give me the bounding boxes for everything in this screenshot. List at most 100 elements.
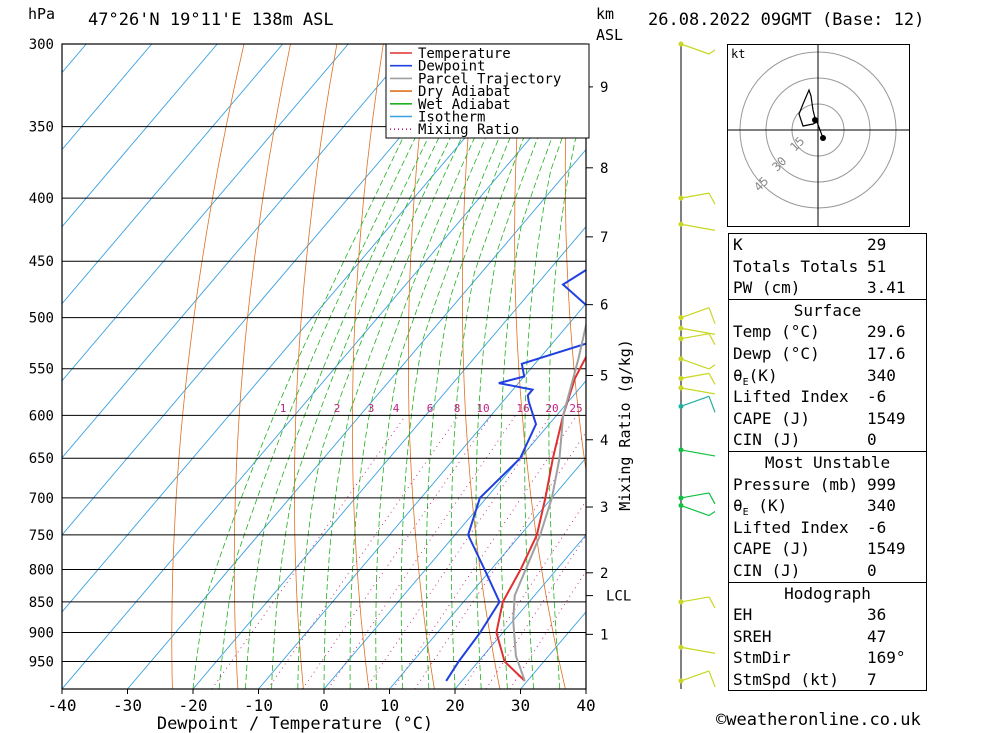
wind-barb xyxy=(708,596,716,609)
x-tick-label: 30 xyxy=(511,696,530,715)
isotherm-line xyxy=(62,44,415,459)
km-tick-label: 6 xyxy=(600,298,608,314)
mu-cin: CIN (J) 0 xyxy=(733,560,877,580)
wind-level-marker xyxy=(678,41,684,47)
wind-barb xyxy=(708,396,716,413)
mixing-ratio-axis-label: Mixing Ratio (g/kg) xyxy=(616,339,634,511)
legend-entry: Wet Adiabat xyxy=(418,97,511,113)
y-tick-label: 500 xyxy=(29,311,54,327)
wet-adiabat-line xyxy=(271,44,485,689)
mixing-ratio-label: 8 xyxy=(454,402,461,415)
km-tick-label: 2 xyxy=(600,566,608,582)
mixing-ratio-line xyxy=(267,415,460,689)
wind-barb xyxy=(708,228,716,231)
y-tick-label: 400 xyxy=(29,191,54,207)
isotherm-line xyxy=(62,44,284,305)
index-row-pw: PW (cm) 3.41 xyxy=(733,278,906,298)
wind-barb xyxy=(680,223,710,230)
indices-panel: K 29 Totals Totals 51 PW (cm) 3.41 Surface … xyxy=(728,233,927,692)
wind-level-marker xyxy=(678,447,684,453)
isotherm-line xyxy=(62,44,153,151)
mixing-ratio-label: 10 xyxy=(476,402,489,415)
km-tick-label: 5 xyxy=(600,368,608,384)
wind-barb xyxy=(680,327,710,334)
wind-barb xyxy=(708,333,716,345)
mu-title: Most Unstable xyxy=(764,452,891,472)
mixing-ratio-line xyxy=(462,500,586,689)
wind-barb xyxy=(680,307,710,319)
wet-adiabat-line xyxy=(323,44,507,689)
dry-adiabat-line xyxy=(171,44,245,689)
isotherm-line xyxy=(192,225,586,689)
wind-barb xyxy=(680,596,710,603)
parcel-trajectory-line xyxy=(512,320,586,682)
wet-adiabat-line xyxy=(349,44,520,689)
legend-entry: Isotherm xyxy=(418,110,485,126)
hodo-eh: EH 36 xyxy=(733,605,887,625)
wind-barb xyxy=(680,395,710,407)
isotherm-line xyxy=(323,380,586,689)
x-tick-label: 20 xyxy=(445,696,464,715)
mixing-ratio-label: 25 xyxy=(569,402,582,415)
hodograph: kt 15 30 45 xyxy=(727,44,910,227)
surface-cape: CAPE (J) 1549 xyxy=(733,408,906,428)
mixing-ratio-label: 1 xyxy=(280,402,287,415)
wind-barb xyxy=(680,358,710,370)
legend-box xyxy=(385,43,590,139)
y-tick-label: 550 xyxy=(29,362,54,378)
mixing-ratio-label: 20 xyxy=(545,402,558,415)
storm-motion-point xyxy=(820,135,826,141)
wind-barb xyxy=(680,670,710,682)
wind-barb xyxy=(680,449,710,456)
wind-level-marker xyxy=(678,678,684,684)
pressure-unit-label: hPa xyxy=(28,5,56,23)
y-tick-label: 350 xyxy=(29,120,54,136)
x-axis-label: Dewpoint / Temperature (°C) xyxy=(157,714,433,733)
km-tick-label: LCL xyxy=(606,589,631,605)
wind-level-marker xyxy=(678,195,684,201)
hodograph-unit: kt xyxy=(731,47,745,61)
dry-adiabat-line xyxy=(233,44,291,689)
hodo-stats-title: Hodograph xyxy=(784,583,871,603)
mixing-ratio-line xyxy=(302,415,492,689)
km-tick-label: 9 xyxy=(600,80,608,96)
hodo-stmspd: StmSpd (kt) 7 xyxy=(733,669,877,689)
x-tick-label: 0 xyxy=(319,696,329,715)
wind-barb xyxy=(708,392,716,395)
isotherm-line xyxy=(62,44,218,228)
wind-level-marker xyxy=(678,325,684,331)
mixing-ratio-line xyxy=(392,415,578,689)
wind-barb xyxy=(708,192,716,205)
x-tick-label: -20 xyxy=(179,696,208,715)
wind-level-marker xyxy=(678,385,684,391)
y-tick-label: 600 xyxy=(29,408,54,424)
wet-adiabat-line xyxy=(297,44,496,689)
wind-barb xyxy=(708,364,716,370)
dry-adiabat-line xyxy=(293,44,338,689)
wet-adiabat-line xyxy=(499,48,586,689)
dewpoint-line xyxy=(445,268,586,682)
dry-adiabat-line xyxy=(351,44,384,689)
hodograph-point xyxy=(812,117,818,123)
wind-barb xyxy=(680,333,710,340)
wind-level-marker xyxy=(678,495,684,501)
wind-barb xyxy=(708,49,716,55)
y-tick-label: 650 xyxy=(29,451,54,467)
wind-profile xyxy=(678,41,716,689)
mixing-ratio-label: 2 xyxy=(334,402,341,415)
wind-level-marker xyxy=(678,644,684,650)
x-tick-label: 40 xyxy=(576,696,595,715)
hodo-sreh: SREH 47 xyxy=(733,626,887,646)
skewt-chart: 3003504004505005506006507007508008509009… xyxy=(29,37,634,733)
isotherm-line xyxy=(62,44,349,382)
mu-cape: CAPE (J) 1549 xyxy=(733,539,906,559)
isotherm-line xyxy=(258,303,586,689)
wet-adiabat-line xyxy=(400,44,542,689)
wind-level-marker xyxy=(678,599,684,605)
wind-barb xyxy=(680,646,710,653)
isotherm-line xyxy=(127,148,586,689)
mixing-ratio-label: 6 xyxy=(427,402,434,415)
isotherm-line xyxy=(454,534,586,689)
y-tick-label: 900 xyxy=(29,626,54,642)
x-tick-label: -40 xyxy=(48,696,77,715)
